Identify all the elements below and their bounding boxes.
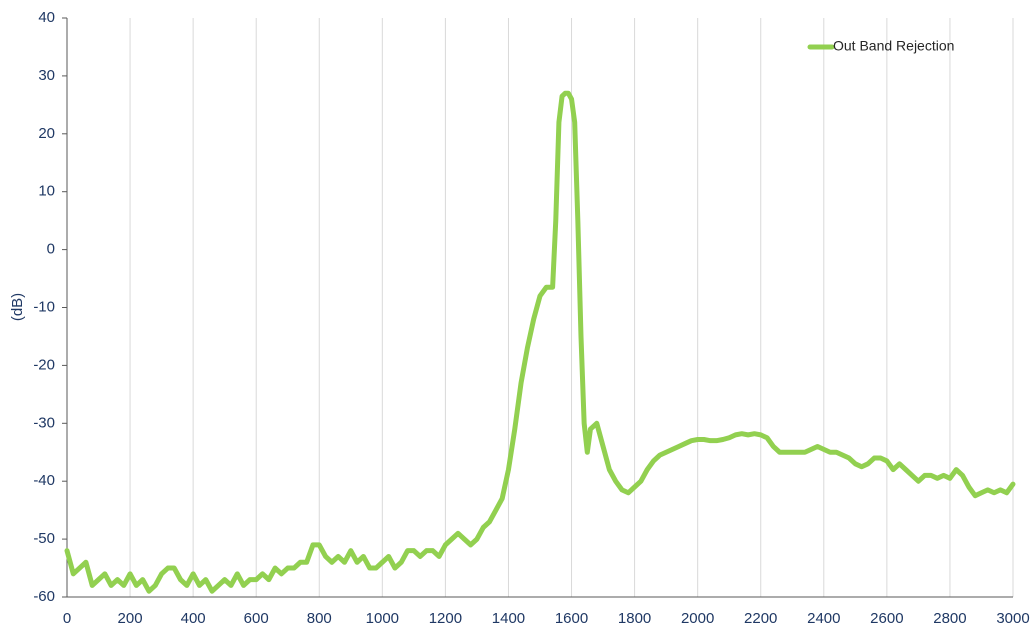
y-tick-label: 10 [38, 183, 55, 200]
y-tick-label: -40 [33, 472, 55, 489]
data-line [64, 90, 1016, 594]
legend-label: Out Band Rejection [833, 38, 954, 54]
x-tick-label: 1200 [429, 610, 462, 627]
x-tick-label: 600 [244, 610, 269, 627]
y-axis-label: (dB) [9, 293, 26, 321]
x-tick-label: 200 [118, 610, 143, 627]
x-tick-label: 800 [307, 610, 332, 627]
x-tick-label: 2800 [933, 610, 966, 627]
x-tick-label: 2400 [807, 610, 840, 627]
y-tick-label: 30 [38, 67, 55, 84]
y-tick-label: 40 [38, 9, 55, 26]
y-tick-label: -60 [33, 588, 55, 605]
x-tick-label: 1800 [618, 610, 651, 627]
y-tick-label: -50 [33, 530, 55, 547]
x-tick-label: 1000 [366, 610, 399, 627]
y-tick-label: -10 [33, 298, 55, 315]
x-tick-label: 1400 [492, 610, 525, 627]
x-tick-label: 400 [181, 610, 206, 627]
x-tick-label: 3000 [996, 610, 1029, 627]
x-tick-label: 1600 [555, 610, 588, 627]
y-tick-label: -30 [33, 414, 55, 431]
y-tick-label: -20 [33, 356, 55, 373]
y-tick-label: 20 [38, 125, 55, 142]
x-tick-label: 2000 [681, 610, 714, 627]
x-tick-label: 0 [63, 610, 71, 627]
y-tick-label: 0 [47, 241, 55, 258]
x-tick-label: 2600 [870, 610, 903, 627]
x-tick-label: 2200 [744, 610, 777, 627]
